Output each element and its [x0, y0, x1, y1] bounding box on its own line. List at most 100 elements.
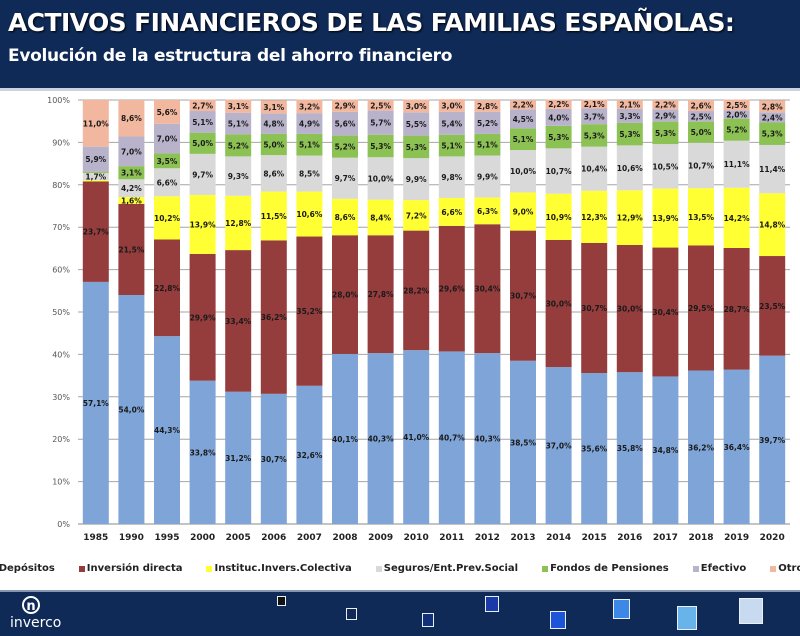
data-label: 2,2% — [655, 101, 676, 110]
bar-segment — [403, 158, 430, 201]
bar-segment — [616, 100, 643, 109]
data-label: 6,3% — [477, 207, 498, 216]
bar-segment — [510, 109, 536, 129]
bar-segment — [403, 135, 430, 159]
bar-segment — [189, 132, 216, 154]
legend-swatch — [78, 565, 85, 572]
data-label: 1,6% — [121, 196, 142, 205]
bar-segment — [616, 122, 643, 146]
data-label: 30,7% — [510, 292, 537, 301]
data-label: 5,3% — [370, 142, 391, 151]
bar-segment — [225, 391, 252, 524]
bar-segment — [688, 111, 714, 122]
legend-swatch — [542, 565, 549, 572]
legend-label: Inversión directa — [86, 563, 183, 574]
bar-segment — [545, 193, 572, 240]
bar-segment — [189, 153, 216, 195]
y-tick-label: 80% — [52, 181, 70, 190]
legend-label: Efectivo — [700, 563, 747, 574]
data-label: 30,0% — [546, 300, 573, 309]
data-label: 8,6% — [263, 169, 284, 178]
chart-legend: Depósitos Inversión directa Instituc.Inver… — [0, 563, 800, 574]
data-label: 5,6% — [157, 108, 178, 117]
x-tick-label: 2006 — [261, 533, 286, 543]
x-tick-label: 2018 — [688, 533, 713, 543]
data-label: 5,6% — [335, 120, 356, 129]
bar-segment — [759, 100, 786, 113]
bar-segment — [189, 253, 216, 381]
data-label: 37,0% — [546, 442, 573, 451]
decorative-square — [677, 606, 697, 630]
data-label: 4,8% — [263, 120, 284, 129]
data-label: 2,1% — [584, 100, 605, 109]
bar-segment — [474, 197, 501, 225]
data-label: 29,6% — [439, 285, 466, 294]
bar-segment — [260, 100, 287, 114]
data-label: 5,3% — [584, 131, 605, 140]
data-label: 7,0% — [157, 135, 178, 144]
data-label: 5,1% — [228, 120, 249, 129]
bar-segment — [652, 247, 679, 377]
bar-segment — [118, 295, 145, 524]
data-label: 28,7% — [724, 305, 751, 314]
decorative-square — [277, 596, 286, 606]
x-tick-label: 2019 — [724, 533, 749, 543]
decorative-square — [613, 599, 630, 619]
data-label: 3,1% — [121, 169, 142, 178]
bar-segment — [581, 99, 608, 109]
x-tick-label: 2020 — [760, 533, 785, 543]
data-label: 3,7% — [584, 112, 605, 121]
data-label: 2,7% — [192, 101, 213, 110]
data-label: 10,2% — [154, 214, 181, 223]
data-label: 2,0% — [726, 110, 747, 119]
bar-segment — [545, 148, 572, 194]
data-label: 32,6% — [296, 451, 323, 460]
data-label: 5,1% — [192, 118, 213, 127]
data-label: 5,3% — [762, 130, 783, 139]
data-label: 2,9% — [335, 102, 356, 111]
bar-segment — [545, 99, 572, 109]
bar-segment — [260, 191, 287, 241]
bar-segment — [367, 100, 394, 111]
bar-segment — [260, 393, 287, 524]
data-label: 35,2% — [296, 307, 323, 316]
bar-segment — [82, 181, 109, 282]
data-label: 4,0% — [548, 113, 569, 122]
bar-segment — [438, 197, 465, 226]
y-tick-label: 40% — [52, 350, 70, 359]
data-label: 2,5% — [726, 101, 747, 110]
bar-segment — [296, 155, 323, 192]
legend-swatch — [206, 565, 213, 572]
data-label: 2,8% — [762, 102, 783, 111]
bar-segment — [759, 355, 786, 524]
data-label: 6,6% — [441, 208, 462, 217]
data-label: 10,9% — [546, 213, 573, 222]
page-title: ACTIVOS FINANCIEROS DE LAS FAMILIAS ESPA… — [8, 8, 735, 37]
data-label: 5,1% — [513, 135, 534, 144]
bar-segment — [225, 134, 252, 157]
bar-segment — [82, 146, 109, 172]
bar-segment — [403, 99, 430, 113]
bar-segment — [652, 121, 679, 145]
page-subtitle: Evolución de la estructura del ahorro fi… — [8, 46, 453, 66]
data-label: 12,3% — [581, 213, 608, 222]
bar-segment — [367, 353, 394, 524]
bar-segment — [332, 157, 358, 199]
bar-segment — [688, 121, 714, 143]
data-label: 29,9% — [190, 313, 217, 322]
data-label: 8,6% — [121, 114, 142, 123]
bar-segment — [616, 190, 643, 246]
bar-segment — [510, 150, 536, 193]
data-label: 14,8% — [759, 221, 786, 230]
legend-label: Instituc.Invers.Colectiva — [214, 563, 352, 574]
data-label: 10,6% — [617, 164, 644, 173]
bar-segment — [118, 203, 145, 296]
data-label: 8,6% — [335, 213, 356, 222]
y-tick-label: 10% — [52, 478, 70, 487]
data-label: 5,1% — [441, 142, 462, 151]
bar-segment — [154, 196, 180, 240]
bar-segment — [332, 111, 358, 136]
legend-item: Fondos de Pensiones — [542, 563, 669, 574]
data-label: 2,5% — [691, 112, 712, 121]
data-label: 3,5% — [157, 157, 178, 166]
